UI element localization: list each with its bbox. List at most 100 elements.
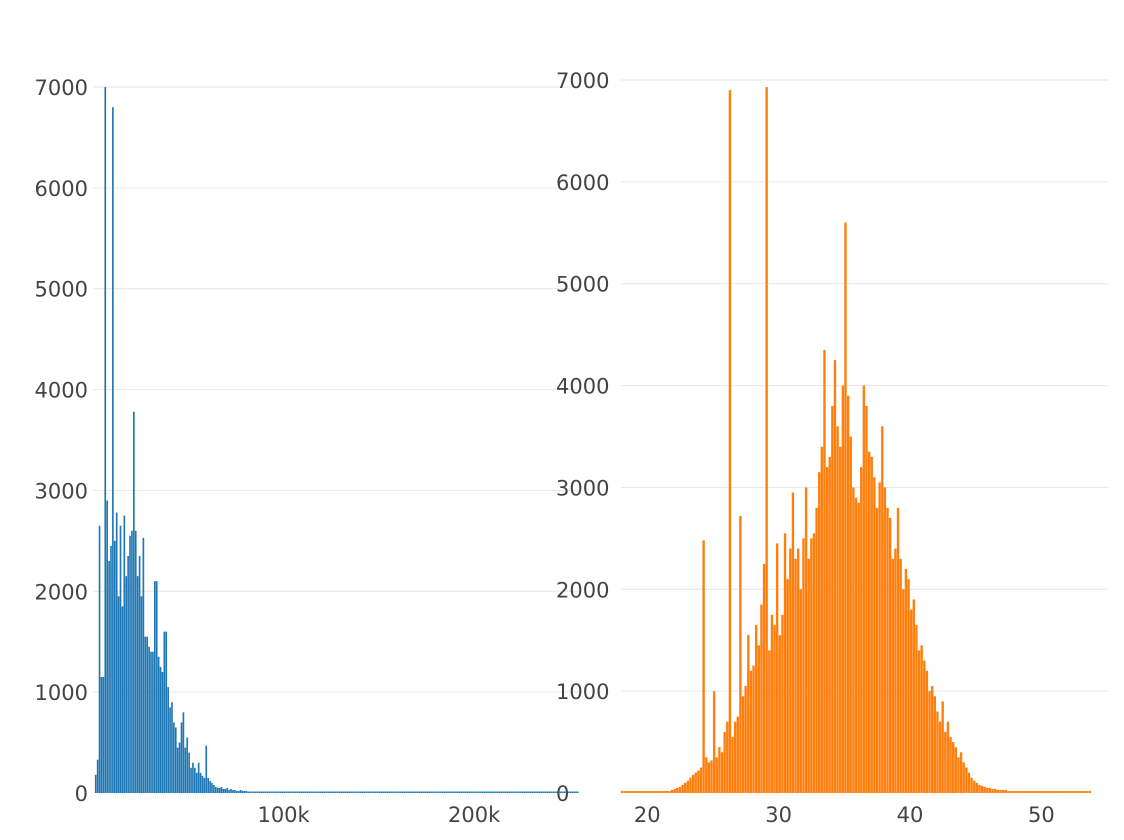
histogram-bar (804, 487, 808, 793)
histogram-bar (707, 762, 711, 793)
histogram-bar (712, 691, 716, 793)
histogram-bar (660, 790, 663, 793)
y-tick-label: 5000 (556, 273, 609, 297)
histogram-bar (157, 656, 160, 793)
histogram-bar (174, 727, 177, 793)
histogram-bar (258, 791, 261, 793)
histogram-bar (462, 791, 465, 793)
histogram-bar (123, 515, 126, 793)
histogram-bar (844, 222, 847, 794)
histogram-bar (302, 791, 305, 793)
histogram-bar (205, 745, 208, 793)
histogram-bar (789, 548, 792, 793)
histogram-bar (487, 791, 490, 793)
histogram-bar (466, 791, 469, 793)
histogram-bar (386, 791, 389, 793)
histogram-bar (125, 576, 128, 793)
histogram-bar (498, 791, 501, 793)
histogram-bar (371, 791, 373, 793)
histogram-bar (348, 791, 351, 793)
histogram-bar (304, 791, 307, 793)
histogram-bar (647, 790, 650, 793)
histogram-bar (621, 790, 624, 793)
histogram-bar (502, 791, 505, 793)
histogram-bar (239, 789, 242, 793)
histogram-bar (668, 790, 671, 793)
histogram-bar (807, 558, 810, 793)
histogram-bar (327, 791, 330, 793)
histogram-bar (100, 677, 103, 793)
histogram-bar (519, 791, 522, 793)
histogram-bar (218, 787, 221, 793)
histogram-bar (899, 558, 902, 793)
histogram-bar (991, 788, 994, 793)
histogram-bar (428, 791, 431, 793)
histogram-bar (451, 791, 453, 793)
histogram-bar (106, 500, 108, 793)
histogram-bar (699, 767, 703, 793)
histogram-bar (140, 596, 143, 793)
histogram-bar (857, 502, 860, 793)
histogram-bar (909, 609, 913, 793)
histogram-bar (828, 456, 831, 793)
histogram-bar (996, 789, 1000, 793)
y-tick-label: 4000 (556, 375, 609, 399)
histogram-bar (723, 731, 726, 793)
y-tick-label: 3000 (35, 479, 88, 503)
histogram-bar (144, 636, 147, 793)
histogram-bar (216, 787, 219, 793)
histogram-bar (1022, 790, 1026, 793)
histogram-bar (867, 451, 871, 793)
histogram-bar (512, 791, 514, 793)
histogram-bar (678, 786, 682, 793)
histogram-bar (411, 791, 413, 793)
histogram-bar (424, 791, 427, 793)
histogram-bar (430, 791, 432, 793)
histogram-bar (224, 788, 227, 793)
histogram-bar (765, 87, 768, 793)
histogram-bar (917, 650, 921, 793)
histogram-bar (773, 624, 776, 793)
histogram-bar (571, 791, 574, 793)
histogram-bar (994, 788, 997, 793)
histogram-bar (1043, 790, 1047, 793)
histogram-bar (510, 791, 513, 793)
histogram-bar (548, 791, 551, 793)
histogram-bar (938, 721, 942, 793)
histogram-bar (691, 774, 695, 793)
histogram-bar (197, 762, 200, 793)
histogram-bar (962, 762, 965, 793)
histogram-bar (760, 604, 763, 793)
histogram-bar (521, 791, 524, 793)
histogram-bar (749, 670, 753, 793)
histogram-bar (852, 487, 855, 793)
histogram-bar (155, 581, 158, 793)
histogram-bar (266, 791, 269, 793)
histogram-bar (628, 790, 632, 793)
histogram-bar (670, 789, 674, 793)
histogram-bar (1007, 790, 1010, 793)
histogram-bar (173, 722, 175, 793)
histogram-bar (812, 533, 816, 793)
histogram-bar (888, 517, 892, 793)
histogram-bar (405, 791, 408, 793)
histogram-bar (409, 791, 412, 793)
histogram-bar (363, 791, 366, 793)
histogram-bar (376, 791, 379, 793)
histogram-bar (508, 791, 511, 793)
gridlines (93, 86, 579, 693)
histogram-bar (361, 791, 364, 793)
histogram-bar (226, 787, 229, 793)
histogram-bar (270, 791, 272, 793)
histogram-bar (382, 791, 385, 793)
histogram-bar (550, 791, 553, 793)
histogram-bar (527, 791, 530, 793)
histogram-bar (401, 791, 404, 793)
histogram-bar (344, 791, 347, 793)
histogram-bar (121, 606, 124, 793)
histogram-bar (323, 791, 326, 793)
histogram-bar (1015, 790, 1018, 793)
histogram-bar (357, 791, 360, 793)
histogram-bar (681, 784, 684, 793)
histogram-bar (529, 791, 532, 793)
